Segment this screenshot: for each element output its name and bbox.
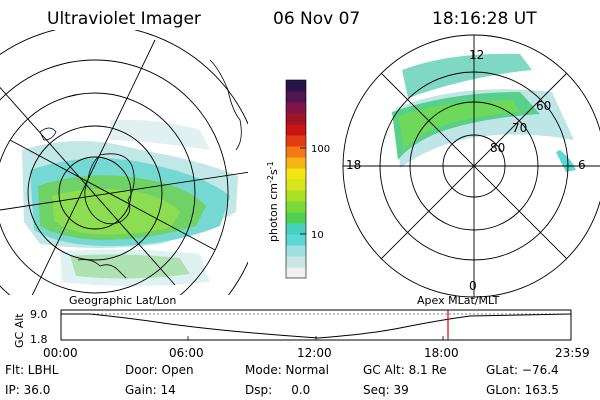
info-mode: Mode: Normal [245,363,329,377]
geographic-map [0,30,248,295]
mlat-label-60: 60 [536,99,551,113]
colorbar-swatch [286,157,306,169]
orbit-ylabel: GC Alt [13,313,26,348]
magnetic-map: 12 18 6 0 60 70 80 [342,34,600,298]
colorbar-swatch [286,91,306,103]
colorbar: 100 10 photon cm-2s-1 [266,79,330,279]
info-glat: GLat: −76.4 [486,363,559,377]
left-map-caption: Geographic Lat/Lon [69,294,176,307]
left-grid [0,30,248,295]
orbit-altitude-plot: GC Alt 9.0 1.8 00:00 06:00 12:00 18:00 2… [13,308,590,360]
image-date: 06 Nov 07 [273,9,360,29]
colorbar-swatch [286,113,306,125]
colorbar-units: photon cm-2s-1 [266,161,280,242]
right-grid [342,34,600,298]
image-time: 18:16:28 UT [432,9,537,29]
orbit-xtick-0000: 00:00 [43,346,78,360]
info-seq: Seq: 39 [363,383,409,397]
info-gain: Gain: 14 [125,383,176,397]
colorbar-swatch [286,223,306,235]
colorbar-swatch [286,179,306,191]
colorbar-swatch [286,135,306,147]
colorbar-swatch [286,234,306,246]
info-door: Door: Open [125,363,194,377]
colorbar-swatch [286,256,306,268]
colorbar-swatch [286,267,306,279]
colorbar-swatch [286,124,306,136]
orbit-xtick-2359: 23:59 [555,346,590,360]
orbit-xtick-0600: 06:00 [169,346,204,360]
orbit-xtick-1200: 12:00 [297,346,332,360]
orbit-ytick-high: 9.0 [30,308,48,321]
mlt-label-6: 6 [578,158,586,172]
colorbar-swatch [286,80,306,92]
colorbar-swatch [286,245,306,257]
orbit-ytick-low: 1.8 [30,333,48,346]
mlat-label-70: 70 [512,121,527,135]
left-coastlines [39,59,242,279]
info-gc-alt: GC Alt: 8.1 Re [363,363,447,377]
info-filter: Flt: LBHL [5,363,59,377]
mlt-label-12: 12 [469,48,484,62]
mlt-label-18: 18 [346,158,361,172]
altitude-curve [61,313,572,339]
left-auroral-emission [22,119,238,286]
orbit-xtick-1800: 18:00 [424,346,459,360]
colorbar-tick-10: 10 [311,230,324,241]
instrument-title: Ultraviolet Imager [47,9,201,29]
mlt-label-0: 0 [469,279,477,293]
info-glon: GLon: 163.5 [486,383,559,397]
info-ip: IP: 36.0 [5,383,51,397]
right-map-caption: Apex MLat/MLT [417,294,500,307]
mlat-label-80: 80 [490,141,505,155]
colorbar-swatches [286,80,306,279]
colorbar-tick-100: 100 [311,144,330,155]
colorbar-swatch [286,168,306,180]
info-dsp: Dsp: 0.0 [245,383,311,397]
colorbar-swatch [286,190,306,202]
colorbar-swatch [286,212,306,224]
colorbar-swatch [286,201,306,213]
colorbar-swatch [286,102,306,114]
colorbar-swatch [286,146,306,158]
